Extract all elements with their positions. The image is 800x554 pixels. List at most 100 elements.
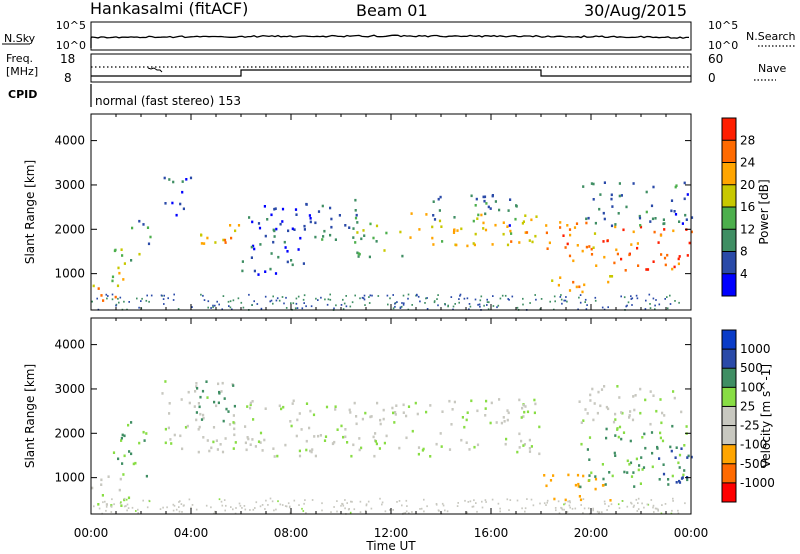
scatter-cell xyxy=(271,500,274,503)
scatter-cell xyxy=(543,502,546,505)
scatter-cell xyxy=(246,405,249,408)
scatter-cell xyxy=(206,236,209,240)
scatter-cell xyxy=(237,297,240,300)
scatter-cell xyxy=(249,401,252,405)
scatter-cell xyxy=(588,474,591,477)
scatter-cell xyxy=(227,300,230,303)
scatter-cell xyxy=(596,510,599,513)
scatter-cell xyxy=(630,475,634,478)
scatter-cell xyxy=(671,474,674,478)
scatter-cell xyxy=(561,302,563,305)
scatter-cell xyxy=(117,266,120,270)
scatter-cell xyxy=(530,218,533,222)
scatter-cell xyxy=(658,303,661,306)
scatter-cell xyxy=(195,385,198,388)
scatter-cell xyxy=(302,262,305,265)
scatter-cell xyxy=(640,456,643,459)
scatter-cell xyxy=(652,394,655,397)
scatter-cell xyxy=(636,510,639,512)
scatter-cell xyxy=(162,506,164,509)
scatter-cell xyxy=(673,396,676,400)
scatter-cell xyxy=(346,502,348,504)
scatter-cell xyxy=(432,214,435,217)
scatter-cell xyxy=(597,390,600,394)
scatter-cell xyxy=(389,297,391,300)
scatter-cell xyxy=(181,180,184,183)
scatter-cell xyxy=(632,395,635,398)
scatter-cell xyxy=(264,407,267,410)
scatter-cell xyxy=(666,253,669,257)
scatter-cell xyxy=(228,423,232,426)
scatter-cell xyxy=(648,293,651,296)
scatter-cell xyxy=(618,182,621,185)
scatter-cell xyxy=(234,441,237,444)
colorbar-tick-label: 16 xyxy=(740,200,755,214)
scatter-cell xyxy=(495,421,498,424)
scatter-cell xyxy=(110,504,113,507)
scatter-cell xyxy=(196,387,199,390)
scatter-cell xyxy=(639,224,642,227)
scatter-cell xyxy=(469,305,472,308)
scatter-cell xyxy=(220,500,223,503)
scatter-cell xyxy=(207,300,210,303)
scatter-cell xyxy=(222,295,225,297)
scatter-cell xyxy=(502,416,505,419)
scatter-cell xyxy=(225,504,227,507)
scatter-cell xyxy=(223,397,226,400)
scatter-cell xyxy=(344,435,347,439)
colorbar-swatch xyxy=(722,229,736,252)
velocity-y-axis: 1000 2000 3000 4000 xyxy=(54,318,692,514)
scatter-cell xyxy=(487,308,490,311)
scatter-cell xyxy=(212,304,214,307)
scatter-cell xyxy=(479,305,481,308)
colorbar-tick-label: 4 xyxy=(740,267,748,281)
scatter-cell xyxy=(164,427,167,431)
scatter-cell xyxy=(577,308,579,311)
scatter-cell xyxy=(215,439,218,442)
scatter-cell xyxy=(264,295,267,298)
scatter-cell xyxy=(672,229,675,233)
scatter-cell xyxy=(287,229,290,233)
scatter-cell xyxy=(309,409,312,413)
scatter-cell xyxy=(651,465,654,469)
scatter-cell xyxy=(554,300,556,303)
scatter-cell xyxy=(111,498,113,501)
scatter-cell xyxy=(286,260,289,264)
scatter-cell xyxy=(678,220,681,223)
scatter-cell xyxy=(598,512,600,515)
scatter-cell xyxy=(654,304,656,307)
scatter-cell xyxy=(562,234,565,237)
scatter-cell xyxy=(626,471,629,474)
scatter-cell xyxy=(202,413,205,417)
scatter-cell xyxy=(356,221,359,224)
scatter-cell xyxy=(545,231,548,235)
scatter-cell xyxy=(381,501,384,504)
scatter-cell xyxy=(396,301,398,303)
scatter-cell xyxy=(569,506,571,509)
scatter-cell xyxy=(352,227,355,230)
nave-top-tick: 60 xyxy=(708,52,723,66)
scatter-cell xyxy=(314,235,317,239)
scatter-cell xyxy=(309,449,312,453)
scatter-cell xyxy=(486,301,489,303)
scatter-cell xyxy=(605,427,608,431)
scatter-cell xyxy=(107,475,110,478)
power-y-axis: 1000 2000 3000 4000 xyxy=(54,114,692,310)
scatter-cell xyxy=(441,240,444,243)
scatter-cell xyxy=(93,505,95,508)
scatter-cell xyxy=(283,302,285,305)
scatter-cell xyxy=(163,303,165,305)
scatter-cell xyxy=(588,458,591,461)
scatter-cell xyxy=(416,412,419,416)
scatter-cell xyxy=(440,225,443,228)
scatter-cell xyxy=(310,305,313,308)
scatter-cell xyxy=(292,399,295,403)
scatter-cell xyxy=(630,501,632,504)
scatter-cell xyxy=(249,443,252,446)
scatter-cell xyxy=(652,297,655,300)
scatter-cell xyxy=(473,499,475,502)
scatter-cell xyxy=(662,222,665,226)
scatter-cell xyxy=(603,385,606,388)
scatter-cell xyxy=(345,305,348,308)
